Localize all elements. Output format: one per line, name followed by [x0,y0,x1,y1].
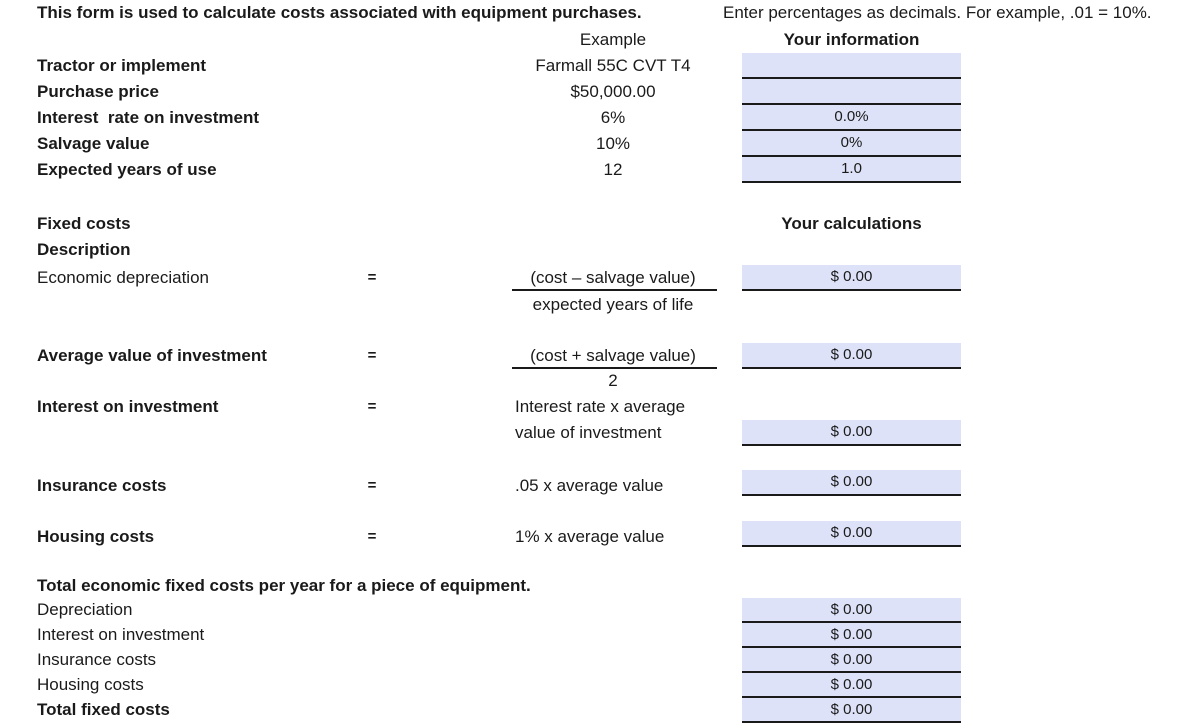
form-instruction-note: Enter percentages as decimals. For examp… [723,3,1152,22]
input-cell-tractor[interactable] [742,53,961,79]
economic-depreciation-label: Economic depreciation [37,268,209,287]
calc-cell-interest-on-investment[interactable]: $ 0.00 [742,420,961,446]
row-label-purchase-price: Purchase price [37,82,159,101]
equals-sign: = [367,528,377,545]
example-purchase-price: $50,000.00 [570,82,656,101]
interest-on-investment-label: Interest on investment [37,397,219,416]
average-value-denominator: 2 [608,371,618,390]
equals-sign: = [367,477,377,494]
fraction-rule [512,289,717,291]
total-cell-housing[interactable]: $ 0.00 [742,673,961,698]
total-cell-insurance[interactable]: $ 0.00 [742,648,961,673]
row-label-expected-years: Expected years of use [37,160,217,179]
total-label-depreciation: Depreciation [37,600,133,619]
input-cell-interest-rate[interactable]: 0.0% [742,105,961,131]
calc-cell-average-value[interactable]: $ 0.00 [742,343,961,369]
example-salvage-value: 10% [595,134,631,153]
example-expected-years: 12 [603,160,623,179]
insurance-formula: .05 x average value [515,476,664,495]
total-label-insurance: Insurance costs [37,650,157,669]
fixed-costs-section-label: Fixed costs [37,214,131,233]
form-title: This form is used to calculate costs ass… [37,3,642,22]
interest-formula-line2: value of investment [515,423,662,442]
economic-depreciation-denominator: expected years of life [532,295,694,314]
calc-cell-economic-depreciation[interactable]: $ 0.00 [742,265,961,291]
total-cell-depreciation[interactable]: $ 0.00 [742,598,961,623]
your-information-column-header: Your information [783,30,920,49]
row-label-salvage-value: Salvage value [37,134,150,153]
fraction-rule [512,367,717,369]
equals-sign: = [367,347,377,364]
row-label-interest-rate: Interest rate on investment [37,108,260,127]
example-interest-rate: 6% [600,108,626,127]
example-column-header: Example [579,30,647,49]
example-tractor: Farmall 55C CVT T4 [535,56,691,75]
insurance-costs-label: Insurance costs [37,476,167,495]
total-cell-interest[interactable]: $ 0.00 [742,623,961,648]
description-label: Description [37,240,131,259]
interest-formula-line1: Interest rate x average [515,397,686,416]
total-label-total-fixed: Total fixed costs [37,700,170,719]
housing-costs-label: Housing costs [37,527,155,546]
totals-heading: Total economic fixed costs per year for … [37,576,531,595]
input-cell-salvage-value[interactable]: 0% [742,131,961,157]
total-label-interest: Interest on investment [37,625,205,644]
equals-sign: = [367,269,377,286]
economic-depreciation-numerator: (cost – salvage value) [530,268,696,287]
row-label-tractor: Tractor or implement [37,56,207,75]
equals-sign: = [367,398,377,415]
calc-cell-insurance-costs[interactable]: $ 0.00 [742,470,961,496]
your-calculations-column-header: Your calculations [781,214,922,233]
total-cell-total-fixed[interactable]: $ 0.00 [742,698,961,723]
housing-formula: 1% x average value [515,527,665,546]
input-cell-purchase-price[interactable] [742,79,961,105]
total-label-housing: Housing costs [37,675,144,694]
calc-cell-housing-costs[interactable]: $ 0.00 [742,521,961,547]
average-value-label: Average value of investment [37,346,267,365]
average-value-numerator: (cost + salvage value) [530,346,696,365]
input-cell-expected-years[interactable]: 1.0 [742,157,961,183]
